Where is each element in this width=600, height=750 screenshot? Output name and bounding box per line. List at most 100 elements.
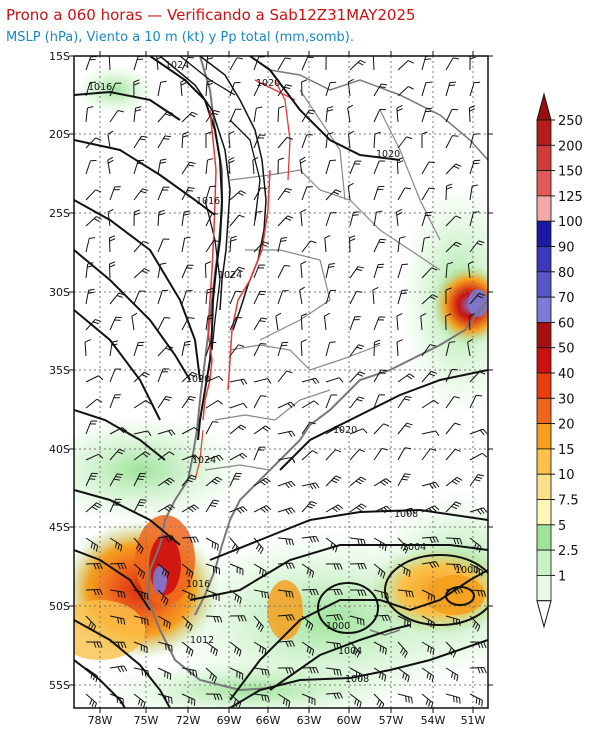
wind-barb [397, 641, 408, 658]
longitude-labels: 78W 75W 72W 69W 66W 63W 60W 57W 54W 51W [88, 714, 486, 727]
wind-barb [277, 667, 295, 674]
wind-barb [108, 235, 116, 253]
wind-barb [205, 499, 220, 513]
wind-barb [469, 133, 480, 149]
wind-barb [85, 693, 97, 708]
wind-barb [325, 132, 334, 149]
wind-barb [229, 424, 247, 435]
wind-barb [109, 537, 123, 552]
wind-barb [372, 287, 379, 305]
wind-barb [85, 216, 102, 227]
wind-barb [228, 156, 235, 175]
isobar-label: 1008 [394, 509, 418, 520]
wind-barb [277, 589, 294, 598]
wind-barb [349, 235, 356, 253]
wind-barb [373, 238, 387, 253]
wind-barb [181, 454, 200, 461]
wind-barb [396, 157, 404, 175]
wind-barb [85, 667, 98, 683]
wind-barb [469, 667, 487, 674]
wind-barb [205, 421, 219, 435]
wind-barb [469, 81, 481, 97]
colorbar-label: 60 [558, 316, 575, 331]
isobars [74, 56, 488, 708]
wind-barb [325, 426, 344, 435]
colorbar-label: 20 [558, 418, 575, 433]
colorbar-swatch [536, 271, 552, 298]
wind-barb [445, 313, 452, 331]
wind-barb [421, 161, 435, 175]
colorbar-swatch [536, 473, 552, 500]
wind-barb [85, 615, 97, 632]
wind-barb [301, 588, 319, 596]
lon-label: 57W [379, 714, 404, 727]
wind-barb [181, 536, 199, 544]
wind-barb [421, 107, 433, 123]
wind-barb [229, 190, 247, 201]
wind-barb [301, 56, 314, 71]
wind-barb [372, 56, 375, 71]
wind-barb [445, 81, 456, 97]
lat-label: 55S [49, 679, 70, 692]
wind-barb [469, 159, 481, 175]
wind-barb [229, 378, 248, 386]
map-subtitle: MSLP (hPa), Viento a 10 m (kt) y Pp tota… [6, 30, 354, 45]
wind-barb [133, 209, 141, 227]
colorbar-swatch [536, 372, 552, 399]
colorbar-swatch [536, 220, 552, 247]
wind-barb [301, 377, 320, 385]
wind-barb [421, 187, 436, 201]
wind-barb [300, 209, 307, 227]
wind-barb [349, 316, 361, 331]
wind-barb [229, 235, 237, 253]
wind-barb [205, 476, 223, 487]
isobar-label: 1004 [402, 542, 426, 553]
wind-barb [277, 84, 293, 97]
wind-barb [421, 589, 436, 603]
wind-barb [349, 476, 367, 487]
wind-barb [253, 378, 272, 384]
wind-barb [325, 81, 337, 97]
lat-label: 35S [49, 364, 70, 377]
wind-barb [277, 401, 296, 409]
colorbar-swatch [536, 170, 552, 197]
wind-barb [181, 340, 191, 357]
wind-barb [277, 57, 292, 71]
wind-barb [229, 344, 245, 357]
wind-barb [181, 395, 196, 409]
wind-barb [373, 447, 388, 461]
wind-barb [469, 240, 485, 253]
isobar-label: 1020 [256, 78, 280, 89]
wind-barb [252, 156, 259, 175]
map-frame [73, 55, 489, 709]
wind-barb [445, 368, 459, 383]
wind-barb [109, 562, 127, 570]
wind-barb [421, 131, 428, 149]
colorbar-top-arrow [536, 92, 552, 121]
wind-barb [373, 210, 383, 227]
wind-barb [349, 641, 361, 658]
wind-barb [253, 82, 267, 97]
wind-barb [395, 208, 403, 227]
wind-barb [325, 449, 342, 461]
wind-barb [253, 241, 270, 253]
isobar-label: 1020 [186, 374, 210, 385]
isobar-label: 1024 [165, 60, 189, 71]
wind-barb [107, 208, 114, 227]
wind-barb [133, 615, 149, 626]
lat-label: 30S [49, 286, 70, 299]
wind-barb [373, 667, 387, 682]
wind-barb [467, 260, 474, 279]
wind-barb [253, 446, 266, 461]
wind-barb [228, 130, 235, 149]
lon-label: 51W [461, 714, 486, 727]
wind-barb [421, 370, 437, 383]
wind-barb [469, 563, 483, 577]
wind-barb [373, 316, 386, 331]
colorbar-label: 10 [558, 468, 575, 483]
wind-barb [229, 693, 242, 708]
isobar-labels: 1024 1016 1020 1016 1024 1020 1020 1020 … [88, 60, 479, 685]
colorbar-label: 30 [558, 392, 575, 407]
wind-barb [181, 210, 190, 227]
wind-barb [157, 563, 170, 579]
